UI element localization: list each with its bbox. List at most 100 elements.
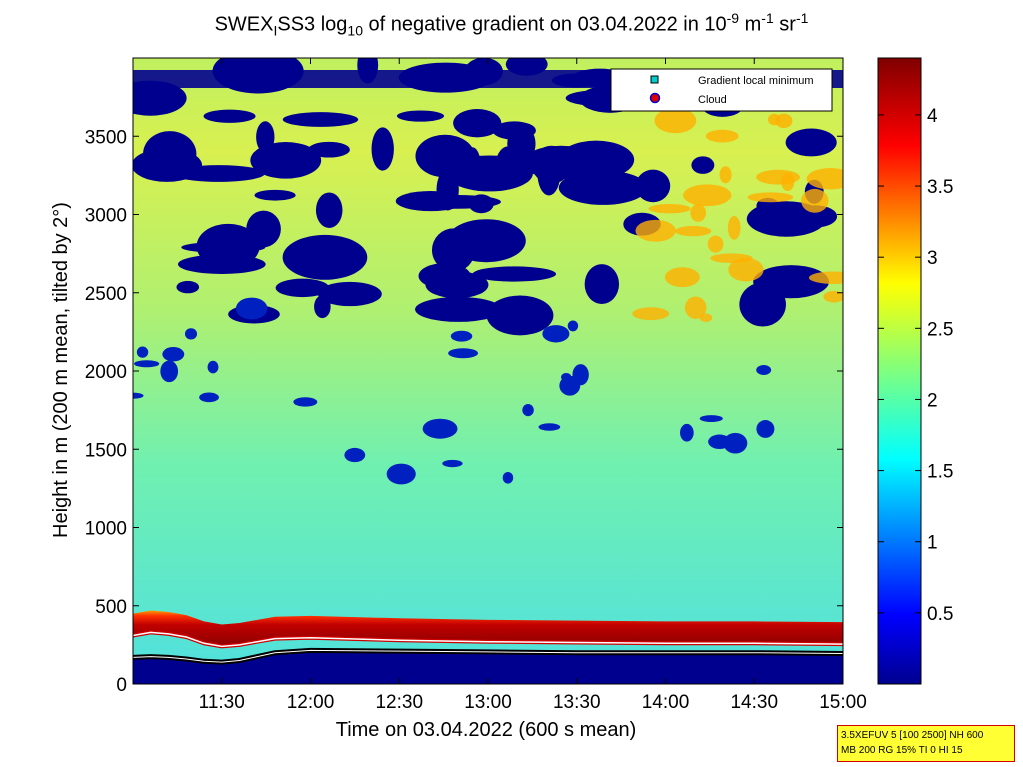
heatmap-low-value-patch	[448, 348, 479, 359]
heatmap-high-value-patch	[684, 296, 707, 319]
y-tick-label: 1000	[85, 519, 127, 540]
colorbar-tick-label: 4	[927, 106, 938, 127]
heatmap-low-value-patch	[344, 447, 366, 463]
y-tick-label: 3000	[85, 206, 127, 227]
heatmap-high-value-patch	[719, 166, 732, 184]
heatmap-low-value-patch	[199, 392, 219, 403]
heatmap-low-value-patch	[235, 297, 268, 320]
heatmap-low-value-patch	[794, 205, 838, 228]
x-axis: 11:30 12:00 12:30 13:00 13:30 14:00 14:30 15:00	[199, 58, 867, 713]
near-surface-band	[133, 650, 843, 684]
heatmap-high-value-patch	[801, 188, 829, 213]
heatmap-low-value-patch	[275, 278, 330, 298]
heatmap-high-value-patch	[674, 225, 712, 237]
x-tick-label: 15:00	[819, 692, 867, 713]
colorbar-tick-label: 3.5	[927, 177, 953, 198]
heatmap-low-value-patch	[442, 459, 463, 468]
legend-label-gradient-minimum: Gradient local minimum	[698, 75, 814, 87]
heatmap-low-value-patch	[558, 140, 635, 179]
x-tick-label: 13:30	[553, 692, 601, 713]
heatmap-low-value-patch	[386, 463, 416, 485]
heatmap-low-value-patch	[691, 156, 715, 174]
heatmap-low-value-patch	[196, 223, 260, 269]
heatmap-low-value-patch	[542, 325, 570, 343]
heatmap-low-value-patch	[136, 346, 149, 358]
legend-marker-gradient-minimum	[650, 75, 659, 84]
heatmap-low-value-patch	[308, 141, 350, 158]
heatmap-high-value-patch	[707, 235, 724, 253]
colorbar-gradient	[877, 57, 922, 685]
heatmap-high-value-patch	[808, 271, 843, 285]
heatmap-low-value-patch	[492, 121, 536, 140]
colorbar-tick-label: 1	[927, 533, 938, 554]
heatmap-plot-area	[133, 58, 843, 684]
heatmap-low-value-patch	[425, 271, 489, 299]
heatmap-low-value-patch	[317, 281, 382, 307]
heatmap-high-value-patch	[747, 192, 794, 203]
colorbar-tick-label: 0.5	[927, 604, 953, 625]
y-tick-label: 500	[95, 597, 127, 618]
x-tick-label: 14:30	[730, 692, 778, 713]
colorbar-tick-label: 3	[927, 248, 938, 269]
heatmap-low-value-patch	[680, 423, 694, 442]
heatmap-low-value-patch	[699, 415, 723, 422]
settings-info-box: 3.5XEFUV 5 [100 2500] NH 600 MB 200 RG 1…	[837, 725, 1015, 762]
chart-title: SWEXISS3 log10 of negative gradient on 0…	[214, 10, 809, 39]
x-tick-label: 12:00	[287, 692, 335, 713]
y-tick-label: 2500	[85, 284, 127, 305]
heatmap-low-value-patch	[584, 264, 620, 305]
heatmap-low-value-patch	[241, 62, 265, 74]
gradient-minimum-line-highlight	[133, 649, 843, 663]
heatmap-low-value-patch	[412, 194, 501, 209]
heatmap-low-value-patch	[785, 128, 837, 157]
heatmap-low-value-patch	[207, 360, 219, 374]
heatmap-low-value-patch	[635, 169, 671, 203]
y-tick-label: 1500	[85, 440, 127, 461]
heatmap-low-value-patch	[282, 234, 368, 280]
heatmap-low-value-patch	[282, 112, 359, 127]
heatmap-low-value-patch	[133, 80, 187, 116]
heatmap-low-value-patch	[472, 266, 557, 282]
colorbar-tick-label: 1.5	[927, 462, 953, 483]
heatmap-low-value-patch	[723, 432, 748, 454]
heatmap-low-value-patch	[133, 392, 144, 399]
heatmap-low-value-patch	[558, 170, 648, 205]
heatmap-low-value-patch	[486, 295, 554, 336]
heatmap-low-value-patch	[254, 189, 296, 201]
heatmap-low-value-patch	[396, 110, 445, 122]
heatmap-low-value-patch	[505, 58, 548, 76]
y-tick-label: 2000	[85, 362, 127, 383]
x-axis-title: Time on 03.04.2022 (600 s mean)	[336, 719, 637, 741]
heatmap-high-value-patch	[775, 113, 793, 129]
legend-marker-cloud	[649, 92, 661, 104]
heatmap-high-value-patch	[654, 107, 697, 134]
y-tick-label: 3500	[85, 127, 127, 148]
heatmap-high-value-patch	[683, 184, 732, 207]
x-tick-label: 14:00	[642, 692, 690, 713]
info-line-1: 3.5XEFUV 5 [100 2500] NH 600	[841, 730, 984, 741]
legend: Gradient local minimum Cloud	[610, 68, 833, 112]
colorbar-ticks: 0.5 1 1.5 2 2.5 3 3.5 4	[878, 106, 953, 625]
heatmap-low-value-patch	[415, 296, 502, 322]
legend-box	[610, 68, 833, 112]
heatmap-low-value-patch	[160, 360, 179, 383]
heatmap-low-value-patch	[212, 58, 304, 94]
heatmap-high-value-patch	[699, 313, 713, 322]
heatmap-low-value-patch	[162, 346, 185, 362]
x-tick-label: 12:30	[375, 692, 423, 713]
heatmap-low-value-patch	[756, 365, 772, 375]
heatmap-low-value-patch	[176, 280, 200, 294]
heatmap-high-value-patch	[727, 216, 741, 240]
heatmap-low-value-patch	[256, 121, 275, 153]
heatmap-low-value-patch	[357, 58, 379, 84]
heatmap-low-value-patch	[567, 320, 579, 332]
colorbar-tick-label: 2.5	[927, 319, 953, 340]
heatmap-low-value-patch	[453, 108, 502, 138]
heatmap-low-value-patch	[739, 282, 786, 327]
colorbar-tick-label: 2	[927, 390, 938, 411]
heatmap-low-value-patch	[502, 471, 514, 484]
heatmap-low-value-patch	[522, 403, 534, 417]
heatmap-low-value-patch	[143, 131, 197, 177]
colorbar: 0.5 1 1.5 2 2.5 3 3.5 4	[877, 57, 953, 685]
